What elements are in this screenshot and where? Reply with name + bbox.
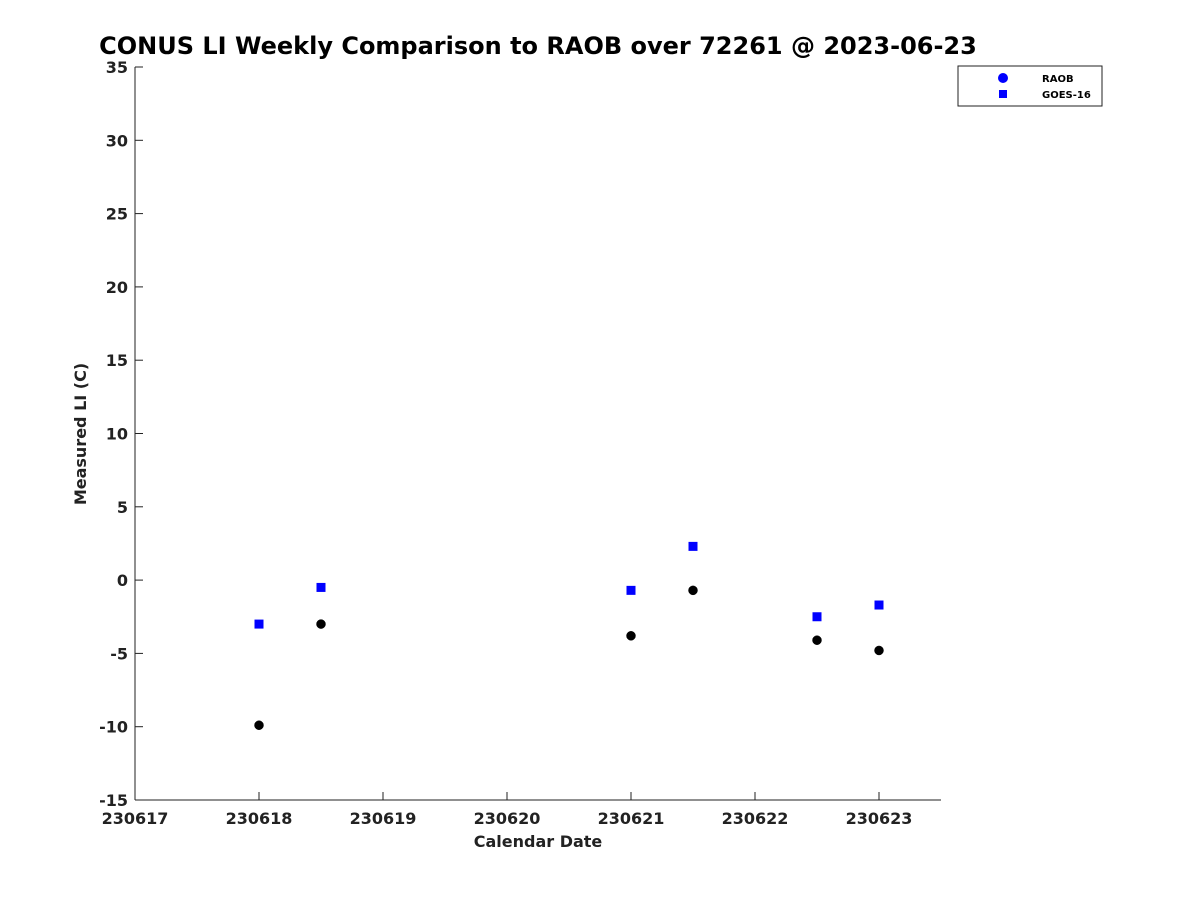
x-axis-label: Calendar Date [474,832,603,851]
goes16-point [688,541,698,551]
legend-raob-marker [998,73,1008,83]
goes16-point [316,582,326,592]
goes16-point [812,612,822,622]
x-tick-label: 230618 [226,809,293,828]
tick-marks: -15 -10 -5 0 5 10 15 20 25 30 35 230617 230618 230619… [99,58,912,828]
y-tick-label: -10 [99,718,128,737]
y-axis-label: Measured LI (C) [71,363,90,505]
raob-point [874,645,884,656]
y-tick-label: 25 [106,205,128,224]
raob-point [254,720,264,730]
chart-title: CONUS LI Weekly Comparison to RAOB over … [99,32,977,60]
goes16-point [626,585,636,595]
goes16-point [254,619,264,629]
legend: RAOB GOES-16 [957,65,1103,107]
y-tick-label: 5 [117,498,128,517]
y-tick-label: -15 [99,791,128,810]
x-tick-label: 230622 [722,809,789,828]
legend-goes16-marker [999,90,1007,98]
raob-point [316,619,326,629]
x-tick-label: 230620 [474,809,541,828]
x-tick-label: 230621 [598,809,665,828]
y-tick-label: 10 [106,425,128,444]
data-points [254,541,884,730]
y-tick-label: 15 [106,351,128,370]
raob-point [812,635,822,645]
legend-goes16-label: GOES-16 [1042,90,1091,101]
raob-point [688,585,698,596]
x-tick-label: 230623 [846,809,913,828]
goes16-point [874,600,884,610]
y-tick-label: 0 [117,571,128,590]
legend-raob-label: RAOB [1042,74,1074,85]
raob-point [626,631,636,641]
y-tick-label: 35 [106,58,128,77]
axes [134,67,941,801]
y-tick-label: -5 [110,644,128,663]
y-tick-label: 30 [106,131,128,150]
y-tick-label: 20 [106,278,128,297]
x-tick-label: 230619 [350,809,417,828]
x-tick-label: 230617 [102,809,169,828]
legend-box [957,65,1103,107]
